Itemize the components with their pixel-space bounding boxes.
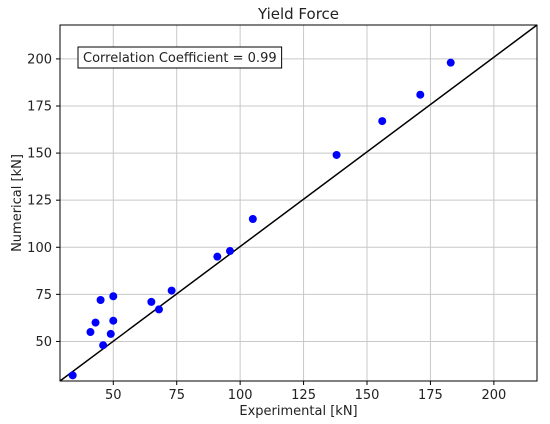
data-point	[106, 329, 115, 338]
data-point	[86, 328, 95, 337]
y-tick-label: 200	[27, 52, 52, 67]
x-tick-label: 75	[168, 388, 185, 403]
y-tick-label: 75	[35, 288, 52, 303]
reference-line	[59, 24, 538, 382]
reference-line-group	[59, 24, 538, 382]
y-tick-label: 50	[35, 335, 52, 350]
x-tick-label: 100	[228, 388, 253, 403]
x-tick-label: 125	[291, 388, 316, 403]
x-tick-label: 200	[481, 388, 506, 403]
y-tick-label: 125	[27, 194, 52, 209]
data-point	[109, 316, 118, 325]
data-point	[147, 297, 156, 306]
data-point	[416, 90, 425, 99]
correlation-annotation: Correlation Coefficient = 0.99	[77, 46, 283, 69]
data-point	[378, 117, 387, 126]
plot-frame	[59, 24, 538, 382]
data-point	[446, 58, 455, 67]
data-point	[154, 305, 163, 314]
x-axis-ticks: 50 75 100 125 150 175 200	[105, 381, 506, 403]
data-points	[68, 58, 455, 380]
chart-title: Yield Force	[257, 5, 339, 23]
data-point	[167, 286, 176, 295]
data-point	[332, 150, 341, 159]
y-tick-label: 100	[27, 241, 52, 256]
data-point	[213, 252, 222, 261]
data-point	[248, 215, 257, 224]
x-tick-label: 50	[105, 388, 122, 403]
data-point	[109, 292, 118, 301]
grid	[60, 25, 537, 381]
data-point	[68, 371, 77, 380]
x-tick-label: 150	[355, 388, 380, 403]
data-point	[91, 318, 100, 327]
y-axis-ticks: 50 75 100 125 150 175 200	[27, 52, 60, 350]
annotation-box	[77, 46, 283, 69]
data-point	[225, 247, 234, 256]
annotation-text: Correlation Coefficient = 0.99	[83, 51, 277, 66]
x-axis-label: Experimental [kN]	[239, 404, 357, 419]
data-point	[96, 296, 105, 305]
y-axis-label: Numerical [kN]	[10, 154, 25, 252]
y-tick-label: 150	[27, 147, 52, 162]
y-tick-label: 175	[27, 99, 52, 114]
x-tick-label: 175	[418, 388, 443, 403]
data-point	[99, 341, 108, 350]
